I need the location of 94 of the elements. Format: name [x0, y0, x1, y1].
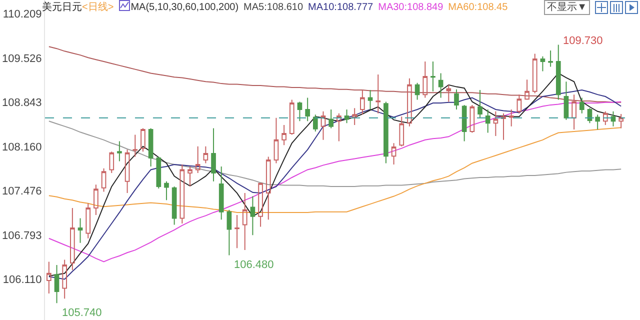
y-tick-label: 108.843 [2, 97, 42, 109]
candlestick [422, 61, 428, 98]
y-tick-label: 108.160 [2, 141, 42, 154]
candlestick [211, 128, 216, 182]
candlestick [328, 108, 334, 129]
candlestick [618, 114, 624, 129]
candlestick [70, 207, 75, 271]
candlestick [297, 101, 302, 122]
chart-subtitle: <日线> [82, 2, 114, 13]
candlestick [564, 81, 569, 120]
candlestick [548, 50, 553, 68]
candlestick [572, 94, 576, 130]
candlestick [226, 209, 232, 256]
candlestick [336, 112, 342, 142]
candlestick [156, 156, 162, 189]
text: MA30:108.849 [378, 2, 444, 13]
annotation: 不显示▼ [544, 0, 590, 15]
candlestick [360, 90, 365, 116]
candlestick [62, 259, 68, 300]
candlestick [312, 114, 318, 132]
candlestick [478, 90, 482, 118]
candlestick [274, 117, 279, 164]
candlestick [414, 82, 420, 100]
candlestick [320, 110, 326, 140]
line-series [48, 127, 622, 213]
candlestick [579, 97, 584, 114]
candlestick [305, 97, 310, 122]
annotation: 105.740 [62, 307, 102, 319]
chart-title: 美元日元 [42, 2, 82, 13]
candlestick [218, 166, 224, 220]
candlestick [164, 180, 169, 201]
candlestick [391, 142, 396, 166]
y-tick-label: 110.209 [2, 8, 42, 21]
candlestick [250, 196, 256, 236]
candlestick [86, 202, 91, 239]
candlestick [462, 104, 467, 142]
candlestick [352, 108, 358, 126]
candlestick [508, 108, 514, 127]
candlestick [172, 186, 177, 226]
y-tick-label: 109.526 [2, 52, 42, 65]
text: MA5:108.610 [244, 2, 304, 13]
candlestick [384, 101, 388, 164]
line-series [48, 120, 622, 188]
candlestick [54, 264, 60, 304]
candlestick [368, 90, 373, 110]
candlestick [109, 151, 114, 174]
y-tick-label: 106.793 [2, 230, 42, 242]
candlestick [493, 110, 498, 137]
y-tick-label: 107.476 [2, 186, 42, 198]
candlestick [101, 168, 106, 192]
candlestick [289, 99, 294, 136]
annotation: 106.480 [234, 259, 274, 271]
candlestick [516, 94, 522, 114]
candlestick [234, 214, 240, 249]
y-tick-label: 106.110 [2, 274, 42, 286]
candlestick [282, 124, 286, 146]
candlestick [470, 104, 475, 134]
candlestick [407, 78, 412, 127]
candlestick [430, 61, 436, 92]
candlestick [376, 74, 381, 114]
candlestick [485, 108, 490, 134]
candlestick [124, 149, 130, 194]
candlestick [532, 53, 538, 94]
legend-title: MA(5,10,30,60,100,200) [130, 2, 239, 13]
candlestick [540, 56, 546, 72]
candlestick [501, 112, 506, 140]
candlestick [242, 192, 248, 251]
candlestick [132, 134, 138, 158]
annotation: 109.730 [563, 35, 603, 47]
candlestick [148, 128, 154, 167]
candlestick [94, 184, 98, 216]
candlestick [266, 156, 271, 220]
candlestick [203, 146, 208, 164]
text: MA10:108.777 [308, 2, 374, 13]
candlestick [602, 110, 608, 126]
candlestick [438, 72, 444, 98]
candlestick [595, 114, 600, 130]
candlestick [46, 261, 52, 294]
candlestick [140, 128, 146, 152]
line-series [48, 46, 622, 103]
candlestick [454, 88, 459, 110]
candlestick [524, 79, 530, 100]
candlestick [78, 218, 83, 244]
candlestick [399, 116, 404, 147]
candlestick [117, 140, 122, 162]
candlestick [610, 110, 616, 127]
candlestick [195, 146, 200, 174]
candlestick [258, 182, 263, 228]
candlestick [344, 108, 350, 124]
text: MA60:108.45 [448, 2, 508, 13]
candlestick [180, 164, 185, 224]
candlestick [556, 44, 561, 100]
candlestick [446, 84, 452, 102]
candlestick [188, 166, 192, 188]
